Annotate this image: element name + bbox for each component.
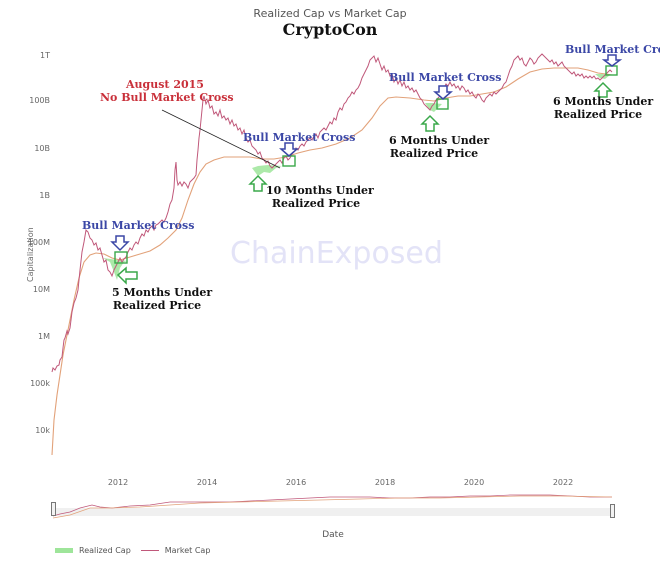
annotation-under-2015: 10 Months Under Realized Price: [266, 184, 374, 211]
annotation-under-2022-line2: Realized Price: [553, 108, 643, 122]
ytick-10m: 10M: [32, 285, 50, 294]
annotation-under-2022-line1: 6 Months Under: [553, 95, 654, 108]
aug2015-pointer-line: [161, 109, 281, 169]
legend-market-swatch[interactable]: [140, 550, 159, 551]
ytick-1t: 1T: [40, 51, 50, 60]
arrow-down-icon: [110, 54, 623, 252]
chart-title: CryptoCon: [282, 20, 378, 39]
ytick-100m: 100M: [27, 238, 50, 247]
annotation-under-2015-line1: 10 Months Under: [266, 184, 374, 197]
legend-market-label[interactable]: Market Cap: [164, 546, 211, 555]
under-fill-2015: [252, 165, 282, 176]
annotation-cross-2016: Bull Market Cross: [243, 131, 356, 144]
ytick-10b: 10B: [34, 144, 50, 153]
annotation-under-2019: 6 Months Under Realized Price: [389, 134, 490, 161]
realized-cap-line: [51, 67, 613, 456]
annotation-aug2015-line2: No Bull Market Cross: [100, 91, 234, 105]
cross-box-2012: [114, 251, 128, 264]
xtick-2022: 2022: [552, 478, 574, 487]
annotation-cross-2012: Bull Market Cross: [82, 219, 195, 232]
legend-realized-label[interactable]: Realized Cap: [79, 546, 131, 555]
xtick-2020: 2020: [463, 478, 485, 487]
annotation-under-2019-line1: 6 Months Under: [389, 134, 490, 147]
ytick-100k: 100k: [30, 379, 50, 388]
range-slider-mini-realized: [52, 495, 613, 519]
x-axis-label: Date: [322, 530, 344, 540]
xtick-2014: 2014: [196, 478, 218, 487]
range-slider-right-handle[interactable]: [610, 504, 615, 518]
annotation-aug2015: August 2015 No Bull Market Cross: [100, 78, 234, 105]
xtick-2016: 2016: [285, 478, 307, 487]
market-cap-line: [51, 53, 613, 373]
xtick-2012: 2012: [107, 478, 129, 487]
annotation-under-2011-line1: 5 Months Under: [112, 286, 213, 299]
range-slider-left-handle[interactable]: [51, 502, 56, 516]
xtick-2018: 2018: [374, 478, 396, 487]
legend: Realized Cap Market Cap: [55, 546, 210, 555]
ytick-1m: 1M: [38, 332, 50, 341]
range-slider-mini-market: [52, 494, 612, 517]
annotation-under-2011: 5 Months Under Realized Price: [112, 286, 213, 313]
watermark: ChainExposed: [230, 236, 443, 271]
ytick-1b: 1B: [39, 191, 50, 200]
annotation-under-2019-line2: Realized Price: [389, 147, 479, 161]
annotation-aug2015-line1: August 2015: [126, 78, 204, 91]
chart-subtitle: Realized Cap vs Market Cap: [253, 7, 407, 20]
annotation-cross-2023: Bull Market Cross: [565, 43, 660, 56]
annotation-under-2015-line2: Realized Price: [271, 197, 361, 211]
under-fill-2019: [425, 103, 442, 112]
annotation-under-2011-line2: Realized Price: [112, 299, 202, 313]
ytick-100b: 100B: [29, 96, 50, 105]
ytick-10k: 10k: [35, 426, 50, 435]
annotation-under-2022: 6 Months Under Realized Price: [553, 95, 654, 122]
arrow-up-icon: [116, 81, 613, 285]
legend-realized-swatch[interactable]: [55, 548, 73, 553]
annotation-cross-2019: Bull Market Cross: [389, 71, 502, 84]
cross-box-2023: [605, 65, 618, 76]
